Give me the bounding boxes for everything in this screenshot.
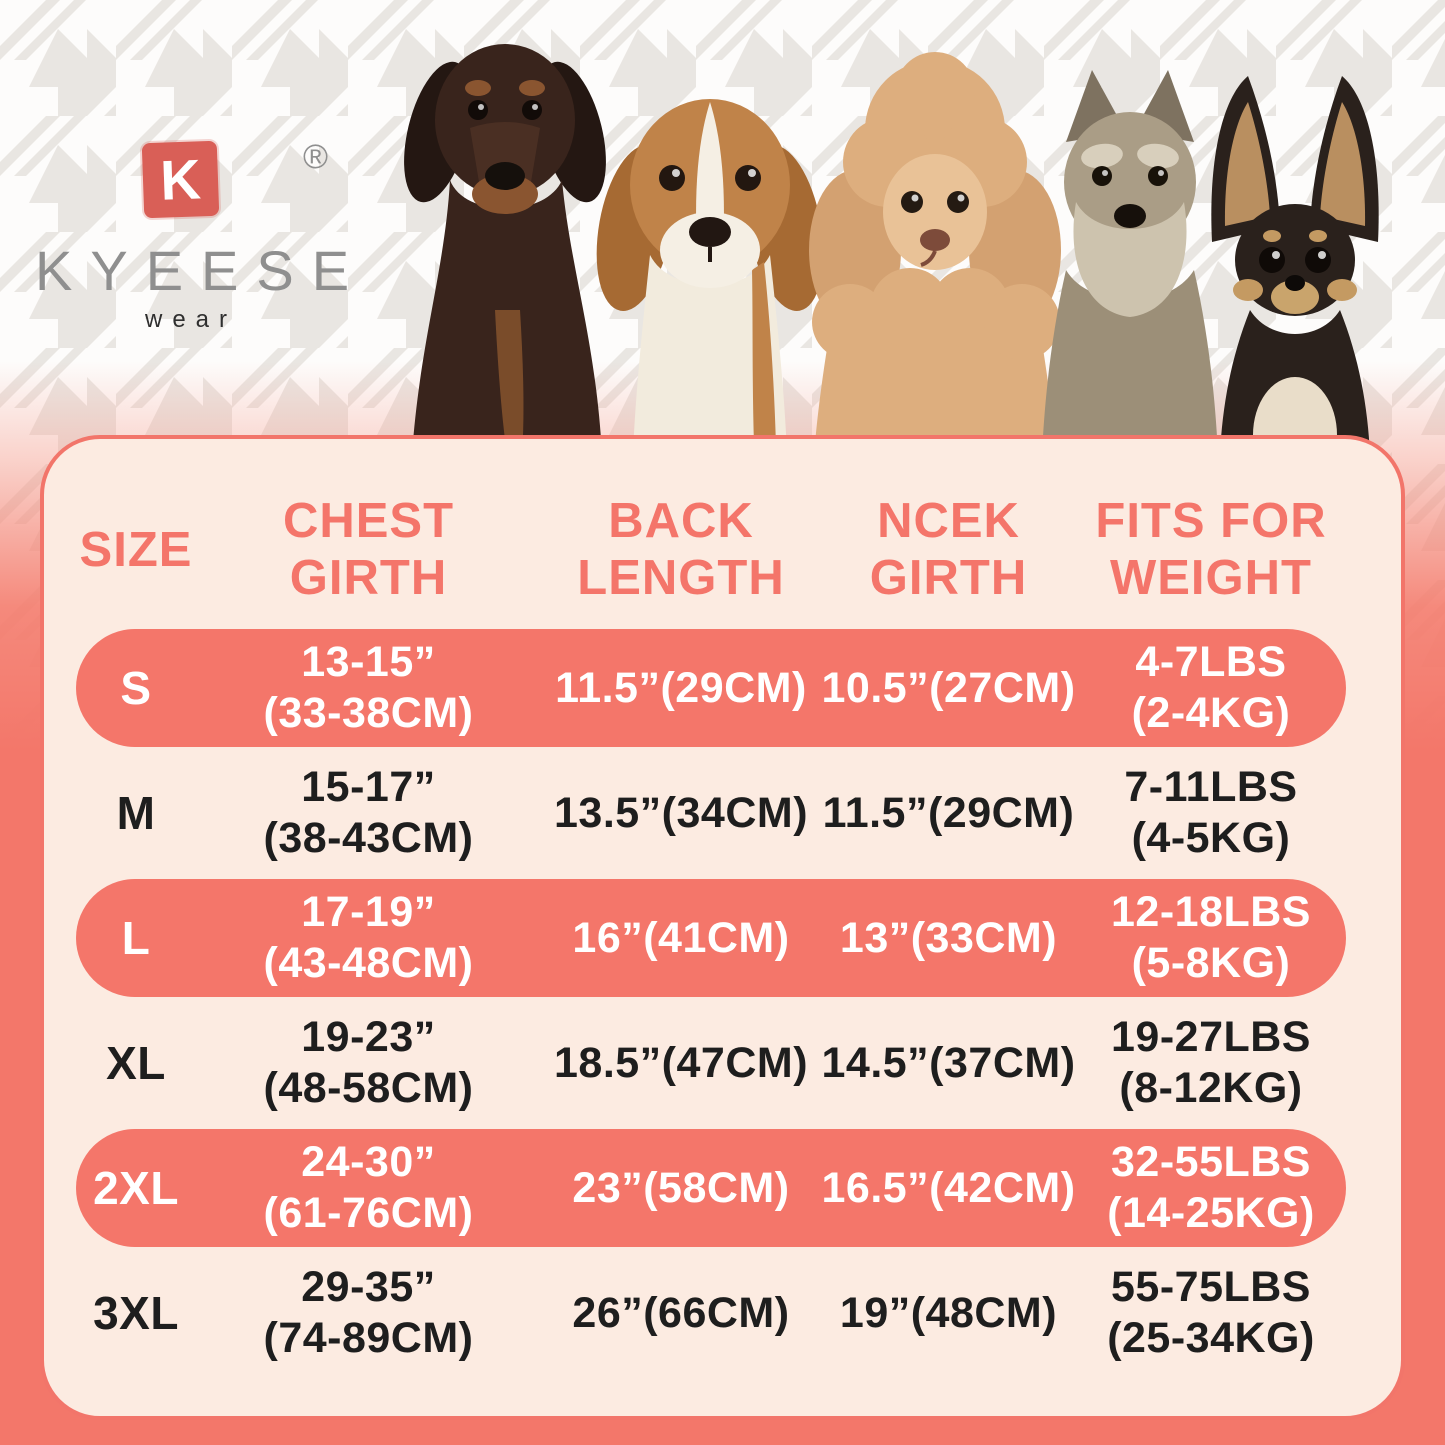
cell-back-length: 18.5”(47CM) bbox=[553, 1038, 809, 1087]
dog-schnauzer bbox=[1042, 70, 1218, 455]
table-row-2xl: 2XL 24-30” (61-76CM) 23”(58CM) 16.5”(42CM) 32… bbox=[76, 1129, 1346, 1247]
cell-fits-weight: 55-75LBS (25-34KG) bbox=[1107, 1263, 1315, 1362]
size-table-body: S 13-15” (33-38CM) 11.5”(29CM) 10.5”(27CM) 4-… bbox=[76, 629, 1346, 1379]
dog-chihuahua bbox=[1211, 76, 1379, 455]
cell-neck-girth: 10.5”(27CM) bbox=[821, 663, 1076, 712]
registered-trademark-icon: ® bbox=[303, 138, 329, 176]
column-header-size: SIZE bbox=[79, 522, 193, 577]
table-row-s: S 13-15” (33-38CM) 11.5”(29CM) 10.5”(27CM) 4-… bbox=[76, 629, 1346, 747]
cell-size: 2XL bbox=[93, 1161, 179, 1214]
cell-neck-girth: 14.5”(37CM) bbox=[821, 1038, 1076, 1087]
cell-chest-girth: 29-35” (74-89CM) bbox=[263, 1263, 474, 1362]
cell-fits-weight: 12-18LBS (5-8KG) bbox=[1111, 888, 1311, 987]
logo-k-mark: K bbox=[141, 140, 220, 219]
cell-chest-girth: 17-19” (43-48CM) bbox=[263, 888, 474, 987]
logo-k-letter: K bbox=[159, 146, 202, 212]
column-header-back-length: BACK LENGTH bbox=[577, 494, 785, 605]
size-table-header: SIZE CHEST GIRTH BACK LENGTH NCEK GIRTH FITS FO… bbox=[76, 475, 1346, 625]
cell-chest-girth: 15-17” (38-43CM) bbox=[263, 763, 474, 862]
dog-doberman bbox=[404, 44, 606, 455]
cell-neck-girth: 13”(33CM) bbox=[839, 913, 1058, 962]
brand-logo: K ® KYEESE wear bbox=[35, 130, 375, 350]
brand-tagline: wear bbox=[145, 306, 238, 333]
table-row-l: L 17-19” (43-48CM) 16”(41CM) 13”(33CM) 12-18L… bbox=[76, 879, 1346, 997]
column-header-neck-girth: NCEK GIRTH bbox=[869, 494, 1028, 605]
cell-neck-girth: 11.5”(29CM) bbox=[822, 788, 1075, 837]
column-header-chest-girth: CHEST GIRTH bbox=[282, 494, 455, 605]
size-table-panel: SIZE CHEST GIRTH BACK LENGTH NCEK GIRTH FITS FO… bbox=[40, 435, 1405, 1420]
cell-size: 3XL bbox=[93, 1286, 179, 1339]
cell-neck-girth: 16.5”(42CM) bbox=[821, 1163, 1076, 1212]
cell-fits-weight: 7-11LBS (4-5KG) bbox=[1124, 763, 1298, 862]
dogs-illustration bbox=[404, 44, 1379, 455]
column-header-fits-weight: FITS FOR WEIGHT bbox=[1095, 494, 1327, 605]
dog-beagle bbox=[596, 99, 824, 455]
cell-back-length: 11.5”(29CM) bbox=[555, 663, 807, 712]
cell-fits-weight: 19-27LBS (8-12KG) bbox=[1111, 1013, 1311, 1112]
dog-poodle bbox=[809, 52, 1061, 455]
cell-back-length: 26”(66CM) bbox=[572, 1288, 790, 1337]
cell-neck-girth: 19”(48CM) bbox=[839, 1288, 1058, 1337]
cell-chest-girth: 19-23” (48-58CM) bbox=[263, 1013, 474, 1112]
cell-back-length: 13.5”(34CM) bbox=[553, 788, 809, 837]
brand-name: KYEESE bbox=[35, 239, 368, 302]
cell-back-length: 16”(41CM) bbox=[572, 913, 790, 962]
cell-size: M bbox=[116, 786, 156, 839]
cell-chest-girth: 24-30” (61-76CM) bbox=[263, 1138, 474, 1237]
table-row-3xl: 3XL 29-35” (74-89CM) 26”(66CM) 19”(48CM) 55-7… bbox=[76, 1254, 1346, 1372]
cell-size: XL bbox=[106, 1036, 166, 1089]
cell-size: S bbox=[120, 661, 152, 714]
cell-fits-weight: 32-55LBS (14-25KG) bbox=[1107, 1138, 1315, 1237]
cell-fits-weight: 4-7LBS (2-4KG) bbox=[1131, 638, 1291, 737]
table-row-m: M 15-17” (38-43CM) 13.5”(34CM) 11.5”(29CM) 7-… bbox=[76, 754, 1346, 872]
cell-size: L bbox=[121, 911, 151, 964]
table-row-xl: XL 19-23” (48-58CM) 18.5”(47CM) 14.5”(37CM) 1… bbox=[76, 1004, 1346, 1122]
cell-back-length: 23”(58CM) bbox=[572, 1163, 790, 1212]
cell-chest-girth: 13-15” (33-38CM) bbox=[263, 638, 474, 737]
